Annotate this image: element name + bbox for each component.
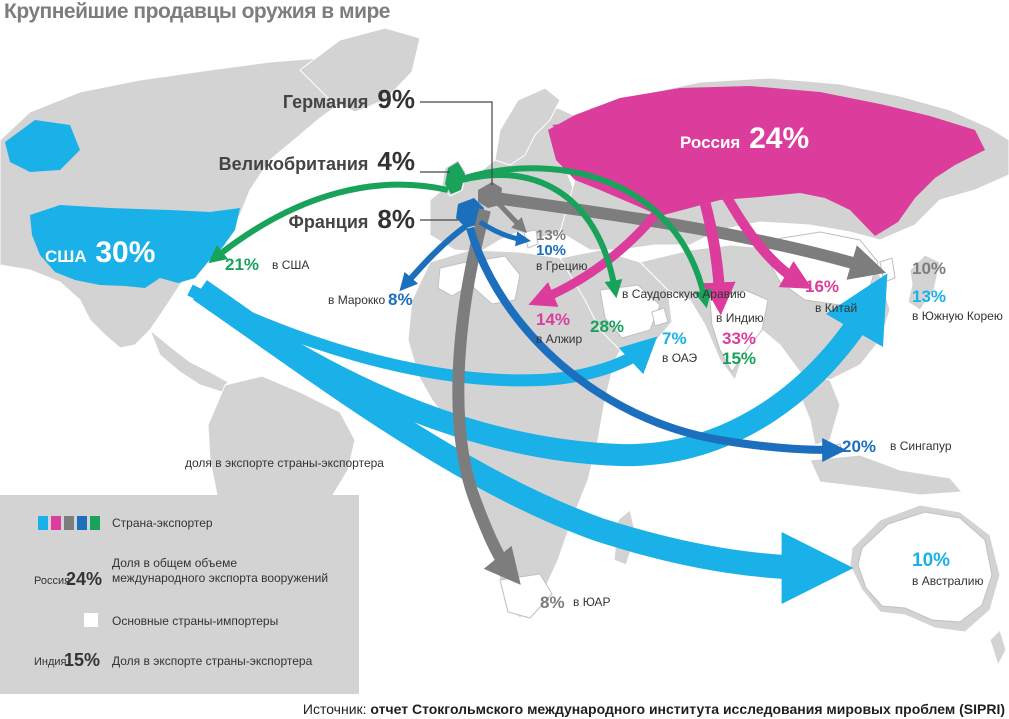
flow-france-morocco-value: 8% xyxy=(388,290,413,309)
legend-importers-label: Основные страны-импортеры xyxy=(112,614,278,628)
flow-usa-australia-value: 10% xyxy=(912,550,950,571)
flow-usa-korea-label: в Южную Корею xyxy=(912,309,1003,323)
arrow-france-morocco xyxy=(399,223,468,292)
source-line: Источник: отчет Стокгольмского междунаро… xyxy=(303,701,1005,717)
germany-label: Германия 9% xyxy=(283,84,415,114)
flow-arrows xyxy=(187,123,888,604)
flow-russia-algeria-label: в Алжир xyxy=(536,332,582,346)
germany-pointer-line xyxy=(420,101,493,185)
russia-exporter-shape xyxy=(548,86,985,236)
flow-uk-usa-value: 21% xyxy=(225,255,259,274)
uk-name: Великобритания xyxy=(219,154,369,174)
australia-importer-shape xyxy=(857,511,993,623)
legend-share-label: Доля в общем объеме международного экспо… xyxy=(112,556,329,585)
arrow-germany-sa xyxy=(452,208,521,585)
usa-share: 30% xyxy=(95,236,155,269)
arrow-russia-china xyxy=(715,182,813,289)
source-prefix: Источник: xyxy=(302,701,367,717)
korea-importer-shape xyxy=(879,257,896,283)
usa-exporter-shape xyxy=(30,205,240,288)
uk-share: 4% xyxy=(377,146,415,176)
flow-germany-greece-value: 13% xyxy=(536,227,566,244)
legend-export-label: Доля в экспорте страны-экспортера xyxy=(112,654,313,668)
arrow-uk-usa xyxy=(208,181,449,264)
legend-exporter-label: Страна-экспортер xyxy=(112,516,213,530)
usa-name: США xyxy=(45,247,87,266)
flow-uk-saudi-value: 28% xyxy=(590,317,624,336)
share-in-exports-note: доля в экспорте страны-экспортера xyxy=(185,456,384,470)
flow-russia-china-label: в Китай xyxy=(815,301,857,315)
legend-swatch-germany xyxy=(64,516,74,530)
legend-swatch-france xyxy=(77,516,87,530)
arrow-germany-greece xyxy=(493,198,527,233)
legend-export-example-country: Индия xyxy=(34,656,67,668)
flow-uk-india-value: 15% xyxy=(722,349,756,368)
flow-germany-sa-label: в ЮАР xyxy=(573,595,610,609)
page-title: Крупнейшие продавцы оружия в мире xyxy=(4,0,391,23)
legend-share-label-box: Доля в общем объеме международного экспо… xyxy=(112,556,329,585)
flow-usa-korea-value: 13% xyxy=(912,287,946,306)
flow-uk-saudi-label-text: в Саудовскую Аравию xyxy=(622,287,746,301)
legend-share-example-country: Россия xyxy=(34,575,70,587)
legend-swatch-russia xyxy=(51,516,61,530)
germany-name: Германия xyxy=(283,92,369,112)
scandinavia-land xyxy=(494,87,561,166)
arrow-uk-india xyxy=(464,165,712,309)
russia-share: 24% xyxy=(749,122,809,155)
legend: Страна-экспортер Россия 24% Доля в общем… xyxy=(0,495,361,694)
flow-usa-australia-label: в Австралию xyxy=(912,574,984,588)
japan-land xyxy=(907,254,941,311)
uk-label: Великобритания 4% xyxy=(219,146,415,176)
greenland-land xyxy=(299,27,421,113)
russia-label: Россия 24% xyxy=(680,122,809,155)
flow-france-singapore-label: в Сингапур xyxy=(890,439,952,453)
exporter-layer xyxy=(5,86,985,288)
usa-label: США 30% xyxy=(45,236,155,269)
flow-france-singapore-value: 20% xyxy=(842,437,876,456)
flow-russia-india-label: в Индию xyxy=(716,311,764,325)
legend-export-example-value: 15% xyxy=(64,650,100,670)
legend-swatch-importer xyxy=(84,613,98,627)
uk-exporter-shape xyxy=(445,162,465,194)
south-africa-importer-shape xyxy=(499,573,553,619)
arrow-france-greece xyxy=(478,219,531,247)
flow-usa-uae-label: в ОАЭ xyxy=(662,351,698,365)
central-america-land xyxy=(149,329,229,393)
france-share: 8% xyxy=(377,204,415,234)
flow-france-greece-label: в Грецию xyxy=(536,259,587,273)
flow-russia-india-value: 33% xyxy=(722,329,756,348)
flow-germany-korea-value: 10% xyxy=(912,259,946,278)
flow-russia-china-value: 16% xyxy=(805,277,839,296)
arrow-russia-algeria xyxy=(528,177,684,307)
legend-swatch-usa xyxy=(38,516,48,530)
flow-germany-sa-value: 8% xyxy=(540,593,565,612)
flow-uk-saudi-label: в Саудовскую Аравию xyxy=(622,287,746,301)
france-name: Франция xyxy=(289,212,369,232)
arrow-france-singapore xyxy=(466,226,847,462)
arrow-germany-korea xyxy=(494,192,887,280)
arrow-uk-saudi xyxy=(461,172,623,299)
flow-uk-usa-label: в США xyxy=(272,258,309,272)
alaska-exporter-shape xyxy=(5,120,80,172)
flow-labels: 21% в США 13% 10% в Грецию в Марокко 8% … xyxy=(225,227,1003,612)
germany-share: 9% xyxy=(377,84,415,114)
flow-russia-algeria-value: 14% xyxy=(536,310,570,329)
uae-importer-shape xyxy=(651,307,669,327)
new-zealand-land xyxy=(989,629,1007,667)
legend-swatch-uk xyxy=(90,516,100,530)
flow-france-morocco-label: в Марокко xyxy=(328,293,385,307)
arrow-russia-europe xyxy=(552,123,652,168)
arrow-usa-uae xyxy=(187,284,658,387)
arrow-russia-india xyxy=(694,183,736,316)
arrow-usa-korea xyxy=(193,273,888,467)
legend-share-example-value: 24% xyxy=(66,569,102,589)
flow-usa-uae-value: 7% xyxy=(662,329,687,348)
source-text: отчет Стокгольмского международного инст… xyxy=(370,701,1005,717)
russia-name: Россия xyxy=(680,133,740,152)
france-label: Франция 8% xyxy=(289,204,415,234)
flow-france-greece-value: 10% xyxy=(536,242,566,259)
indonesia-land xyxy=(809,454,964,496)
